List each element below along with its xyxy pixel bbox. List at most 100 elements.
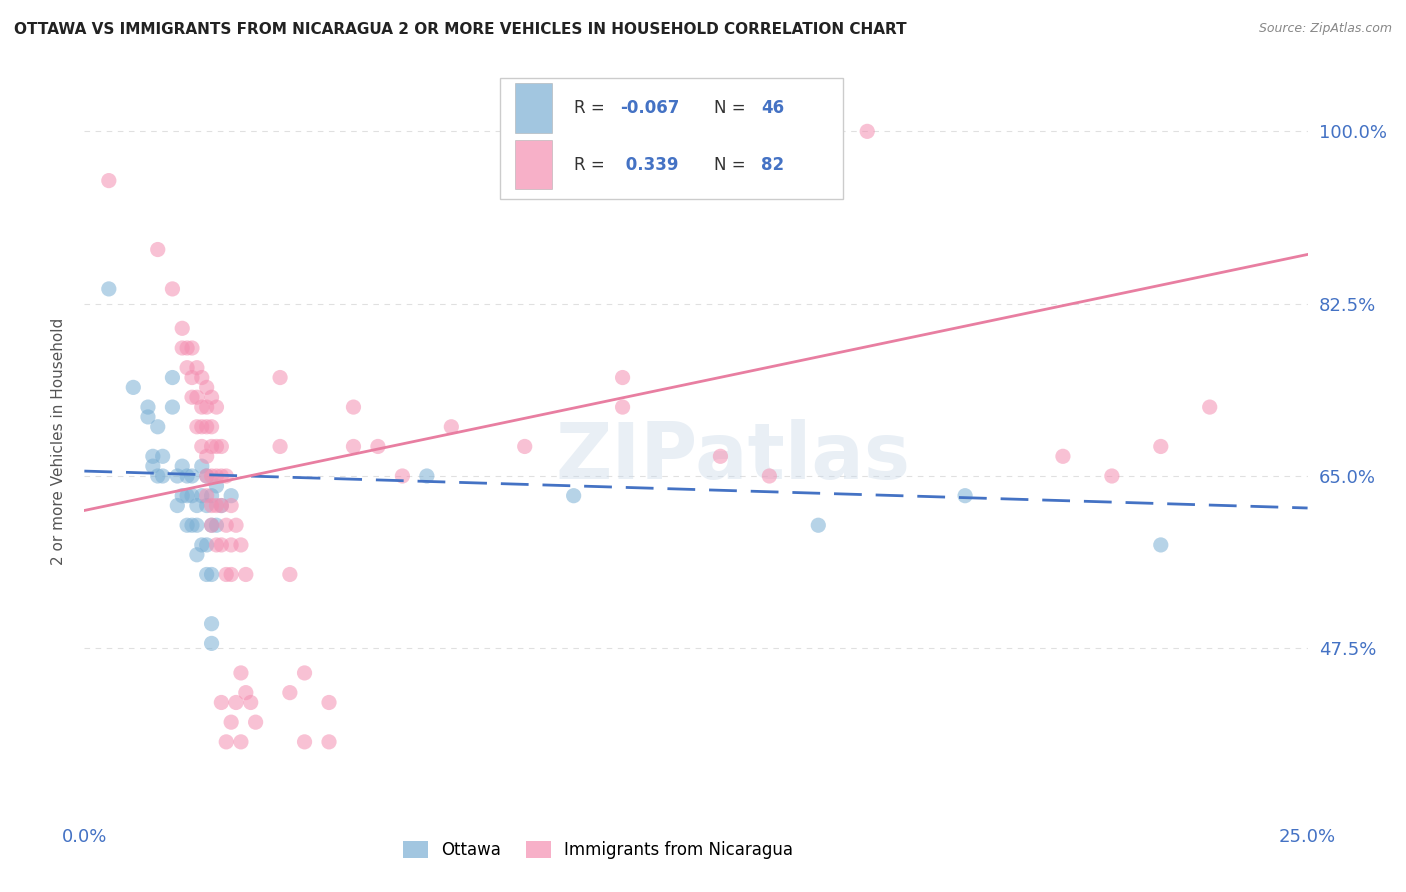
Point <box>195 450 218 464</box>
Point <box>195 400 218 414</box>
Point <box>166 499 188 513</box>
Point <box>191 440 214 454</box>
Point <box>856 124 879 138</box>
FancyBboxPatch shape <box>501 78 842 199</box>
Point <box>758 469 780 483</box>
Point <box>205 518 228 533</box>
Point <box>200 518 222 533</box>
Text: R =: R = <box>574 156 610 174</box>
Point <box>200 489 222 503</box>
Point <box>142 459 165 474</box>
Point <box>142 450 165 464</box>
Point <box>97 282 120 296</box>
Point <box>209 469 232 483</box>
Point <box>269 370 291 384</box>
Point <box>146 243 169 257</box>
Point <box>195 489 218 503</box>
Point <box>200 636 222 650</box>
Point <box>172 489 194 503</box>
Point <box>225 518 247 533</box>
FancyBboxPatch shape <box>515 140 551 189</box>
Point <box>318 735 340 749</box>
Point <box>146 469 169 483</box>
Point <box>953 489 976 503</box>
Point <box>195 469 218 483</box>
Point <box>166 469 188 483</box>
Point <box>562 489 585 503</box>
Point <box>176 489 198 503</box>
Point <box>229 538 252 552</box>
Point <box>219 567 242 582</box>
Point <box>200 419 222 434</box>
Text: OTTAWA VS IMMIGRANTS FROM NICARAGUA 2 OR MORE VEHICLES IN HOUSEHOLD CORRELATION : OTTAWA VS IMMIGRANTS FROM NICARAGUA 2 OR… <box>14 22 907 37</box>
Point <box>195 380 218 394</box>
Point <box>513 440 536 454</box>
Point <box>294 735 316 749</box>
Text: -0.067: -0.067 <box>620 99 679 117</box>
Point <box>191 538 214 552</box>
Text: Source: ZipAtlas.com: Source: ZipAtlas.com <box>1258 22 1392 36</box>
Point <box>709 450 731 464</box>
Point <box>186 548 208 562</box>
Point <box>176 360 198 375</box>
Point <box>191 489 214 503</box>
Point <box>186 499 208 513</box>
Text: ZIPatlas: ZIPatlas <box>555 418 910 495</box>
Point <box>239 696 262 710</box>
Point <box>269 440 291 454</box>
Point <box>278 685 301 699</box>
Y-axis label: 2 or more Vehicles in Household: 2 or more Vehicles in Household <box>51 318 66 566</box>
Point <box>186 390 208 404</box>
FancyBboxPatch shape <box>515 83 551 133</box>
Point <box>195 567 218 582</box>
Point <box>146 419 169 434</box>
Point <box>342 400 364 414</box>
Legend: Ottawa, Immigrants from Nicaragua: Ottawa, Immigrants from Nicaragua <box>396 834 800 865</box>
Point <box>195 538 218 552</box>
Point <box>209 499 232 513</box>
Point <box>219 715 242 730</box>
Point <box>245 715 267 730</box>
Point <box>1150 538 1173 552</box>
Point <box>195 419 218 434</box>
Point <box>97 173 120 187</box>
Point <box>181 469 204 483</box>
Point <box>215 735 238 749</box>
Point <box>181 341 204 355</box>
Point <box>191 370 214 384</box>
Point <box>176 469 198 483</box>
Text: 46: 46 <box>761 99 785 117</box>
Point <box>391 469 413 483</box>
Point <box>186 360 208 375</box>
Point <box>186 419 208 434</box>
Point <box>152 469 174 483</box>
Point <box>181 489 204 503</box>
Point <box>416 469 439 483</box>
Point <box>152 450 174 464</box>
Point <box>278 567 301 582</box>
Point <box>191 459 214 474</box>
Point <box>181 370 204 384</box>
Point <box>186 518 208 533</box>
Point <box>1198 400 1220 414</box>
Point <box>200 440 222 454</box>
Point <box>191 400 214 414</box>
Point <box>215 469 238 483</box>
Point <box>205 400 228 414</box>
Text: N =: N = <box>714 156 751 174</box>
Point <box>200 390 222 404</box>
Point <box>215 567 238 582</box>
Text: 82: 82 <box>761 156 785 174</box>
Point <box>318 696 340 710</box>
Point <box>162 370 184 384</box>
Point <box>219 489 242 503</box>
Point <box>191 419 214 434</box>
Point <box>209 440 232 454</box>
Point <box>136 400 159 414</box>
Point <box>200 518 222 533</box>
Text: N =: N = <box>714 99 751 117</box>
Point <box>172 459 194 474</box>
Point <box>181 518 204 533</box>
Text: 0.339: 0.339 <box>620 156 679 174</box>
Point <box>225 696 247 710</box>
